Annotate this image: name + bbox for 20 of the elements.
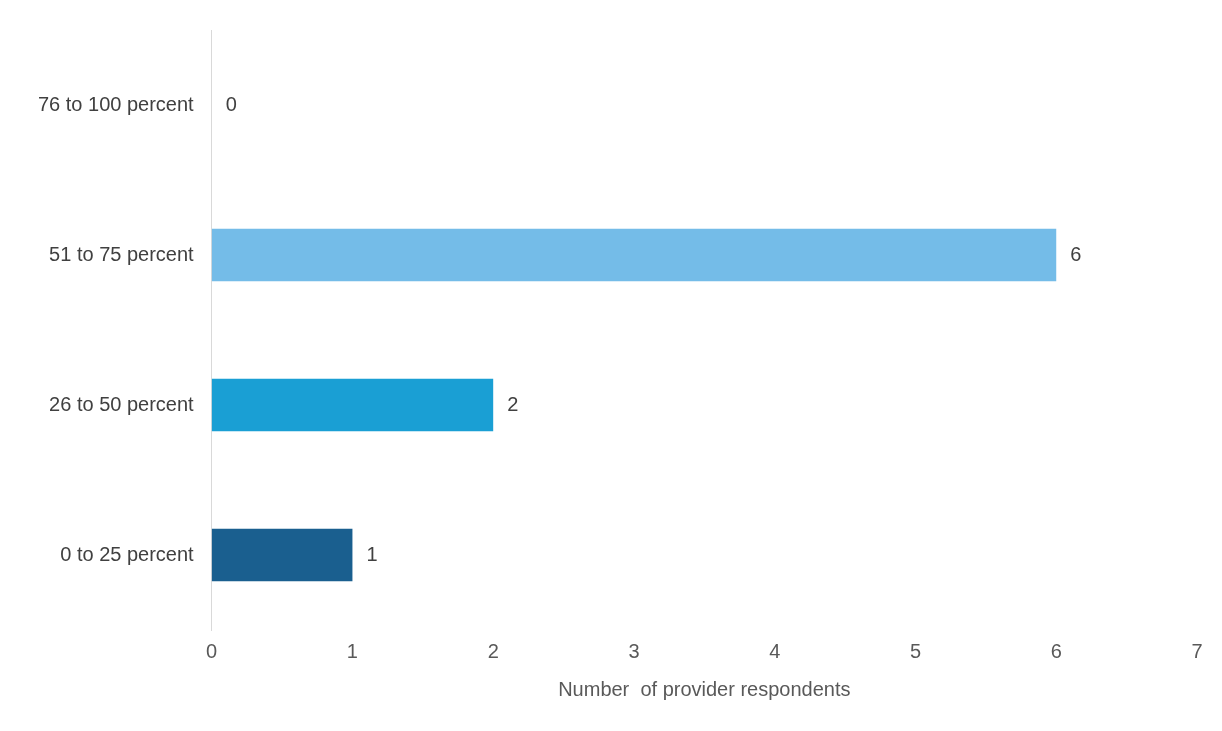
bar — [211, 228, 1057, 282]
data-label: 1 — [366, 542, 378, 565]
data-label: 0 — [225, 92, 237, 115]
x-tick-label: 4 — [769, 639, 781, 662]
bar — [211, 378, 494, 432]
x-tick-label: 6 — [1050, 639, 1062, 662]
bar — [211, 528, 353, 582]
x-tick-label: 7 — [1191, 639, 1203, 662]
y-tick-label: 51 to 75 percent — [49, 242, 195, 265]
x-tick-label: 1 — [346, 639, 358, 662]
x-tick-label: 3 — [628, 639, 640, 662]
y-tick-label: 76 to 100 percent — [37, 92, 195, 115]
x-tick-label: 0 — [206, 639, 218, 662]
x-tick-label: 2 — [487, 639, 499, 662]
data-label: 6 — [1070, 242, 1082, 265]
data-label: 2 — [507, 392, 519, 415]
x-axis-title: Number of provider respondents — [558, 677, 851, 700]
x-tick-label: 5 — [909, 639, 922, 662]
y-tick-label: 0 to 25 percent — [60, 542, 195, 565]
y-tick-label: 26 to 50 percent — [49, 392, 195, 415]
